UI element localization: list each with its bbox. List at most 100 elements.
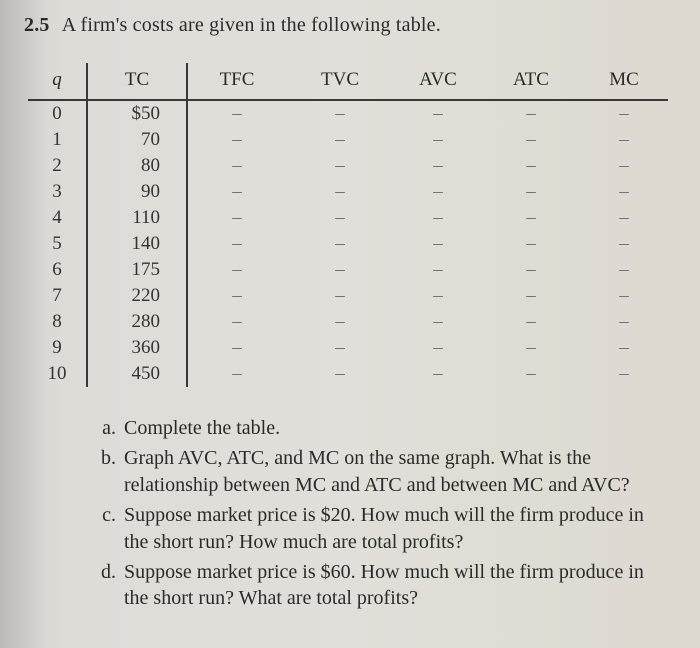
table-row: 9360–––––: [28, 335, 668, 361]
cell-tfc: –: [187, 179, 286, 205]
table-row: 6175–––––: [28, 257, 668, 283]
cell-tvc: –: [286, 309, 394, 335]
cell-q: 1: [28, 127, 87, 153]
cell-atc: –: [482, 283, 580, 309]
cell-q: 6: [28, 257, 87, 283]
table-row: 7220–––––: [28, 283, 668, 309]
cell-avc: –: [394, 153, 482, 179]
col-header-tfc: TFC: [187, 63, 286, 100]
cell-avc: –: [394, 257, 482, 283]
cell-atc: –: [482, 179, 580, 205]
question-label: c.: [90, 502, 116, 555]
question-label: d.: [90, 559, 116, 612]
question-label: a.: [90, 415, 116, 441]
cost-table-header-row: q TC TFC TVC AVC ATC MC: [28, 63, 668, 100]
question-label: b.: [90, 445, 116, 498]
cell-mc: –: [580, 335, 668, 361]
cell-tfc: –: [187, 335, 286, 361]
cell-avc: –: [394, 179, 482, 205]
cell-atc: –: [482, 257, 580, 283]
cell-tfc: –: [187, 309, 286, 335]
cell-tc: 360: [87, 335, 187, 361]
cell-q: 8: [28, 309, 87, 335]
cell-atc: –: [482, 309, 580, 335]
cell-mc: –: [580, 231, 668, 257]
cell-tfc: –: [187, 127, 286, 153]
cell-tc: $50: [87, 100, 187, 127]
cell-tvc: –: [286, 100, 394, 127]
col-header-atc: ATC: [482, 63, 580, 100]
question-list: a. Complete the table. b.Graph AVC, ATC, a…: [90, 415, 660, 612]
table-row: 10450–––––: [28, 361, 668, 387]
cell-tc: 90: [87, 179, 187, 205]
cell-tvc: –: [286, 257, 394, 283]
cell-q: 2: [28, 153, 87, 179]
cell-tc: 70: [87, 127, 187, 153]
cell-tvc: –: [286, 205, 394, 231]
cell-avc: –: [394, 283, 482, 309]
cell-mc: –: [580, 153, 668, 179]
cell-mc: –: [580, 127, 668, 153]
cell-tc: 280: [87, 309, 187, 335]
cell-q: 4: [28, 205, 87, 231]
cell-tc: 110: [87, 205, 187, 231]
col-header-tvc: TVC: [286, 63, 394, 100]
question-item: c.Suppose market price is $20. How much …: [90, 502, 660, 555]
cell-q: 7: [28, 283, 87, 309]
cell-atc: –: [482, 361, 580, 387]
question-text: Suppose market price is $20. How much wi…: [124, 502, 660, 555]
cost-table-head: q TC TFC TVC AVC ATC MC: [28, 63, 668, 100]
cell-atc: –: [482, 100, 580, 127]
cell-tfc: –: [187, 205, 286, 231]
question-item: d.Suppose market price is $60. How much …: [90, 559, 660, 612]
cell-tvc: –: [286, 179, 394, 205]
cell-tfc: –: [187, 283, 286, 309]
col-header-tc: TC: [87, 63, 187, 100]
cell-avc: –: [394, 205, 482, 231]
cell-tvc: –: [286, 283, 394, 309]
cell-tfc: –: [187, 231, 286, 257]
textbook-page: 2.5 A firm's costs are given in the foll…: [0, 0, 700, 648]
cell-tc: 220: [87, 283, 187, 309]
cell-tc: 450: [87, 361, 187, 387]
cell-mc: –: [580, 257, 668, 283]
cell-tvc: –: [286, 231, 394, 257]
cost-table-body: 0$50–––––170–––––280–––––390–––––4110–––…: [28, 100, 668, 387]
cell-tvc: –: [286, 127, 394, 153]
table-row: 390–––––: [28, 179, 668, 205]
cell-avc: –: [394, 309, 482, 335]
cell-atc: –: [482, 231, 580, 257]
table-row: 170–––––: [28, 127, 668, 153]
question-text: Complete the table.: [124, 415, 660, 441]
cell-avc: –: [394, 361, 482, 387]
table-row: 4110–––––: [28, 205, 668, 231]
cell-avc: –: [394, 231, 482, 257]
cost-table: q TC TFC TVC AVC ATC MC 0$50–––––170––––…: [28, 63, 668, 387]
table-row: 280–––––: [28, 153, 668, 179]
cell-avc: –: [394, 335, 482, 361]
cell-tvc: –: [286, 153, 394, 179]
cell-atc: –: [482, 127, 580, 153]
cell-q: 3: [28, 179, 87, 205]
col-header-mc: MC: [580, 63, 668, 100]
cell-tc: 140: [87, 231, 187, 257]
col-header-q: q: [28, 63, 87, 100]
cell-tvc: –: [286, 361, 394, 387]
question-text: Suppose market price is $60. How much wi…: [124, 559, 660, 612]
cell-tfc: –: [187, 153, 286, 179]
cell-tc: 175: [87, 257, 187, 283]
cell-q: 5: [28, 231, 87, 257]
cell-mc: –: [580, 361, 668, 387]
problem-text: A firm's costs are given in the followin…: [62, 14, 441, 36]
cell-tfc: –: [187, 100, 286, 127]
cell-atc: –: [482, 205, 580, 231]
question-text: Graph AVC, ATC, and MC on the same graph…: [124, 445, 660, 498]
cell-mc: –: [580, 100, 668, 127]
question-item: b.Graph AVC, ATC, and MC on the same gra…: [90, 445, 660, 498]
cell-mc: –: [580, 205, 668, 231]
col-header-avc: AVC: [394, 63, 482, 100]
cell-tc: 80: [87, 153, 187, 179]
cell-atc: –: [482, 153, 580, 179]
cell-avc: –: [394, 127, 482, 153]
cell-q: 9: [28, 335, 87, 361]
